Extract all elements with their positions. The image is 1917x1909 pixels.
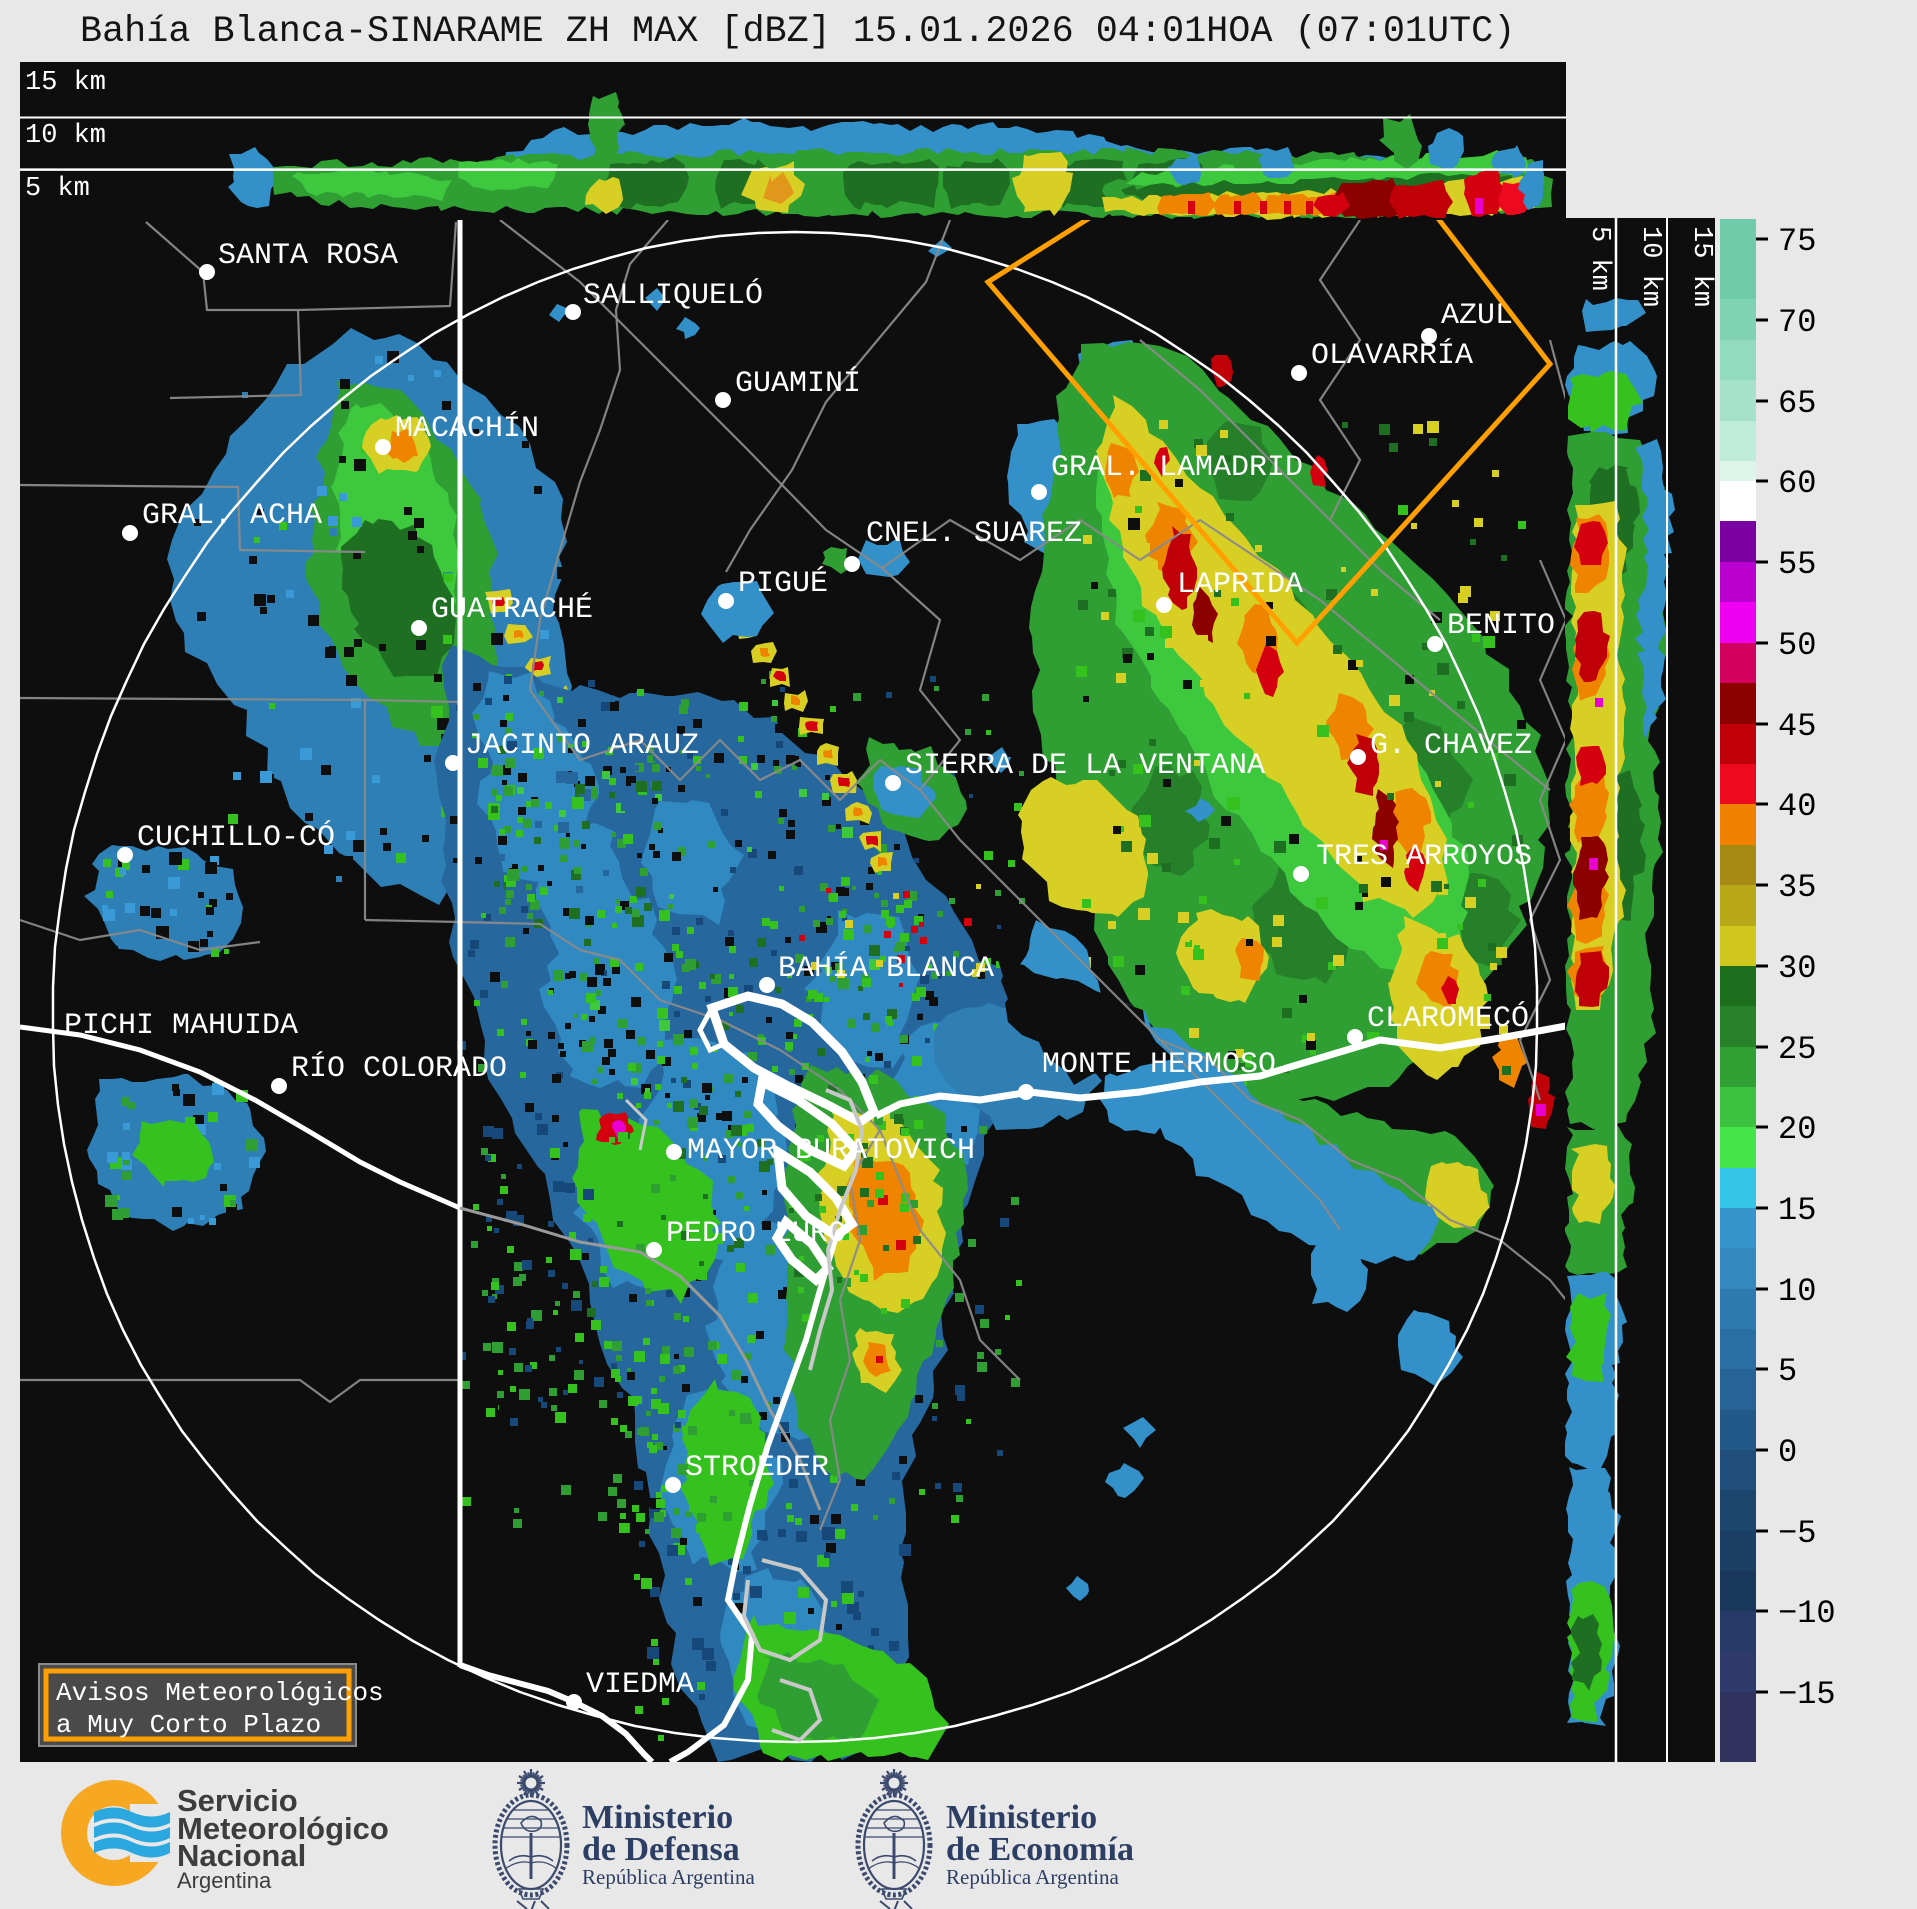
svg-text:5 km: 5 km [1584,226,1614,291]
svg-text:Argentina: Argentina [177,1868,272,1893]
svg-text:PIGUÉ: PIGUÉ [738,566,828,601]
svg-text:AZUL: AZUL [1441,299,1513,333]
svg-text:a Muy Corto Plazo: a Muy Corto Plazo [56,1710,321,1740]
svg-text:70: 70 [1778,304,1816,341]
svg-text:−10: −10 [1778,1595,1836,1632]
svg-text:GUATRACHÉ: GUATRACHÉ [431,592,593,627]
svg-text:CUCHILLO-CÓ: CUCHILLO-CÓ [137,820,335,855]
svg-text:75: 75 [1778,223,1816,260]
svg-text:40: 40 [1778,788,1816,825]
svg-text:PICHI MAHUIDA: PICHI MAHUIDA [64,1009,298,1043]
svg-text:5: 5 [1778,1353,1797,1390]
svg-text:65: 65 [1778,385,1816,422]
svg-text:SIERRA DE LA VENTANA: SIERRA DE LA VENTANA [905,749,1265,783]
svg-text:−15: −15 [1778,1676,1836,1713]
svg-text:Ministerio: Ministerio [946,1799,1097,1836]
svg-text:15 km: 15 km [25,68,106,98]
svg-text:10: 10 [1778,1273,1816,1310]
svg-text:CNEL. SUAREZ: CNEL. SUAREZ [866,517,1082,551]
svg-text:GRAL. LAMADRID: GRAL. LAMADRID [1051,451,1303,485]
svg-text:STROEDER: STROEDER [685,1451,829,1485]
svg-text:35: 35 [1778,869,1816,906]
svg-text:15: 15 [1778,1192,1816,1229]
svg-text:BENITO: BENITO [1447,609,1555,643]
svg-text:VIEDMA: VIEDMA [586,1668,694,1702]
svg-text:Servicio: Servicio [177,1783,298,1818]
svg-text:GRAL. ACHA: GRAL. ACHA [142,499,322,533]
svg-text:55: 55 [1778,546,1816,583]
svg-text:RÍO COLORADO: RÍO COLORADO [291,1051,507,1086]
svg-text:30: 30 [1778,950,1816,987]
svg-text:Ministerio: Ministerio [582,1799,733,1836]
svg-text:JACINTO ARAUZ: JACINTO ARAUZ [465,729,699,763]
svg-text:PEDRO LURO: PEDRO LURO [666,1217,846,1251]
svg-text:MONTE HERMOSO: MONTE HERMOSO [1042,1048,1276,1082]
svg-text:Avisos Meteorológicos: Avisos Meteorológicos [56,1678,384,1708]
svg-text:de Defensa: de Defensa [582,1831,740,1868]
svg-text:TRES ARROYOS: TRES ARROYOS [1316,840,1532,874]
svg-text:SALLIQUELÓ: SALLIQUELÓ [583,278,763,313]
svg-text:CLAROMECÓ: CLAROMECÓ [1367,1001,1529,1036]
svg-text:MAYOR BURATOVICH: MAYOR BURATOVICH [687,1134,975,1168]
svg-text:de Economía: de Economía [946,1831,1134,1868]
svg-text:LAPRIDA: LAPRIDA [1177,568,1303,602]
svg-text:20: 20 [1778,1111,1816,1148]
svg-text:5 km: 5 km [25,174,90,204]
svg-text:−5: −5 [1778,1515,1816,1552]
svg-text:10 km: 10 km [25,121,106,151]
svg-text:GUAMINÍ: GUAMINÍ [735,366,861,401]
svg-text:60: 60 [1778,465,1816,502]
svg-text:OLAVARRÍA: OLAVARRÍA [1311,338,1473,373]
svg-text:25: 25 [1778,1031,1816,1068]
svg-text:República Argentina: República Argentina [946,1865,1119,1889]
svg-text:G. CHAVEZ: G. CHAVEZ [1370,729,1532,763]
svg-text:SANTA ROSA: SANTA ROSA [218,239,398,273]
svg-text:MACACHÍN: MACACHÍN [395,411,539,446]
svg-text:15 km: 15 km [1686,226,1716,307]
svg-text:0: 0 [1778,1434,1797,1471]
svg-text:10 km: 10 km [1635,226,1665,307]
svg-text:45: 45 [1778,708,1816,745]
svg-text:50: 50 [1778,627,1816,664]
svg-text:República Argentina: República Argentina [582,1865,755,1889]
svg-text:BAHÍA BLANCA: BAHÍA BLANCA [778,951,994,986]
svg-text:Meteorológico: Meteorológico [177,1811,389,1846]
svg-text:Nacional: Nacional [177,1838,306,1873]
